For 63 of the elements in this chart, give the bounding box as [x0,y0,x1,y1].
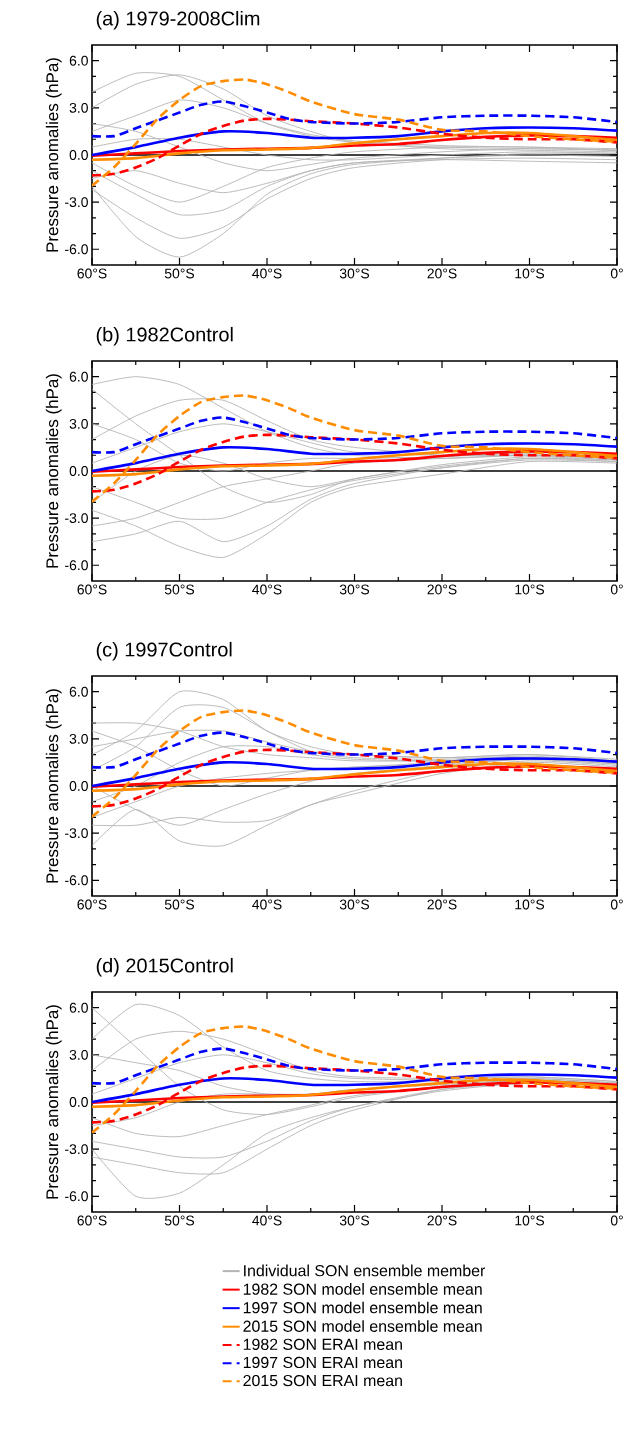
y-tick-label: 6.0 [69,1002,88,1013]
y-tick-label: 0.0 [69,1097,88,1107]
y-axis-title: Pressure anomalies (hPa) [45,374,62,568]
x-tick-label: 50°S [164,899,195,910]
x-tick-label: 30°S [339,268,370,279]
x-tick-label: 0° [610,584,623,595]
x-tick-label: 30°S [339,584,370,595]
y-tick-label: 3.0 [69,418,88,429]
chart-title: (b) 1982Control [96,326,233,346]
x-tick-label: 10°S [515,268,545,279]
y-tick-label: 6.0 [69,686,88,697]
y-tick-label: 0.0 [69,150,88,160]
x-tick-label: 40°S [252,268,282,279]
x-tick-label: 60°S [77,584,107,595]
legend-label: Individual SON ensemble member [244,1264,486,1277]
x-tick-label: 30°S [339,1215,370,1226]
y-tick-label: 6.0 [69,371,88,382]
y-tick-label: -6.0 [65,244,88,255]
x-tick-label: 0° [610,1215,623,1226]
x-tick-label: 20°S [427,584,457,595]
legend-label: 1997 SON ERAI mean [243,1356,402,1369]
x-tick-label: 10°S [515,899,545,910]
y-tick-label: 3.0 [69,1049,88,1060]
chart-title: (d) 2015Control [96,957,233,977]
x-tick-label: 60°S [77,899,107,910]
x-tick-label: 0° [610,268,623,279]
y-tick-label: 3.0 [69,733,88,744]
chart-title: (c) 1997Control [96,641,232,661]
y-tick-label: -3.0 [65,197,88,208]
y-tick-label: 0.0 [69,466,88,476]
x-tick-label: 40°S [252,899,282,910]
x-tick-label: 60°S [77,1215,107,1226]
legend-label: 1982 SON model ensemble mean [243,1283,482,1295]
y-tick-label: -3.0 [65,1144,88,1155]
x-tick-label: 50°S [164,1215,195,1226]
x-tick-label: 10°S [515,584,545,595]
legend-label: 2015 SON model ensemble mean [243,1320,482,1332]
y-tick-label: 0.0 [69,781,88,791]
y-tick-label: -3.0 [65,513,88,524]
x-tick-label: 50°S [164,268,195,279]
legend-label: 1997 SON model ensemble mean [243,1301,482,1314]
legend-label: 2015 SON ERAI mean [243,1374,402,1387]
y-axis-title: Pressure anomalies (hPa) [45,1005,62,1199]
x-tick-label: 20°S [427,1215,457,1226]
y-axis-title: Pressure anomalies (hPa) [45,58,62,252]
y-tick-label: 3.0 [69,102,88,113]
x-tick-label: 40°S [252,1215,282,1226]
x-tick-label: 10°S [515,1215,545,1226]
y-tick-label: -6.0 [65,560,88,571]
x-tick-label: 60°S [77,268,107,279]
x-tick-label: 40°S [252,584,282,595]
x-tick-label: 50°S [164,584,195,595]
y-tick-label: -3.0 [65,828,88,839]
y-tick-label: -6.0 [65,875,88,886]
x-tick-label: 0° [610,899,623,910]
x-tick-label: 20°S [427,268,457,279]
y-tick-label: -6.0 [65,1191,88,1202]
legend-label: 1982 SON ERAI mean [243,1338,402,1350]
y-axis-title: Pressure anomalies (hPa) [45,689,62,883]
y-tick-label: 6.0 [69,55,88,66]
x-tick-label: 30°S [339,899,370,910]
chart-title: (a) 1979-2008Clim [96,10,260,30]
x-tick-label: 20°S [427,899,457,910]
